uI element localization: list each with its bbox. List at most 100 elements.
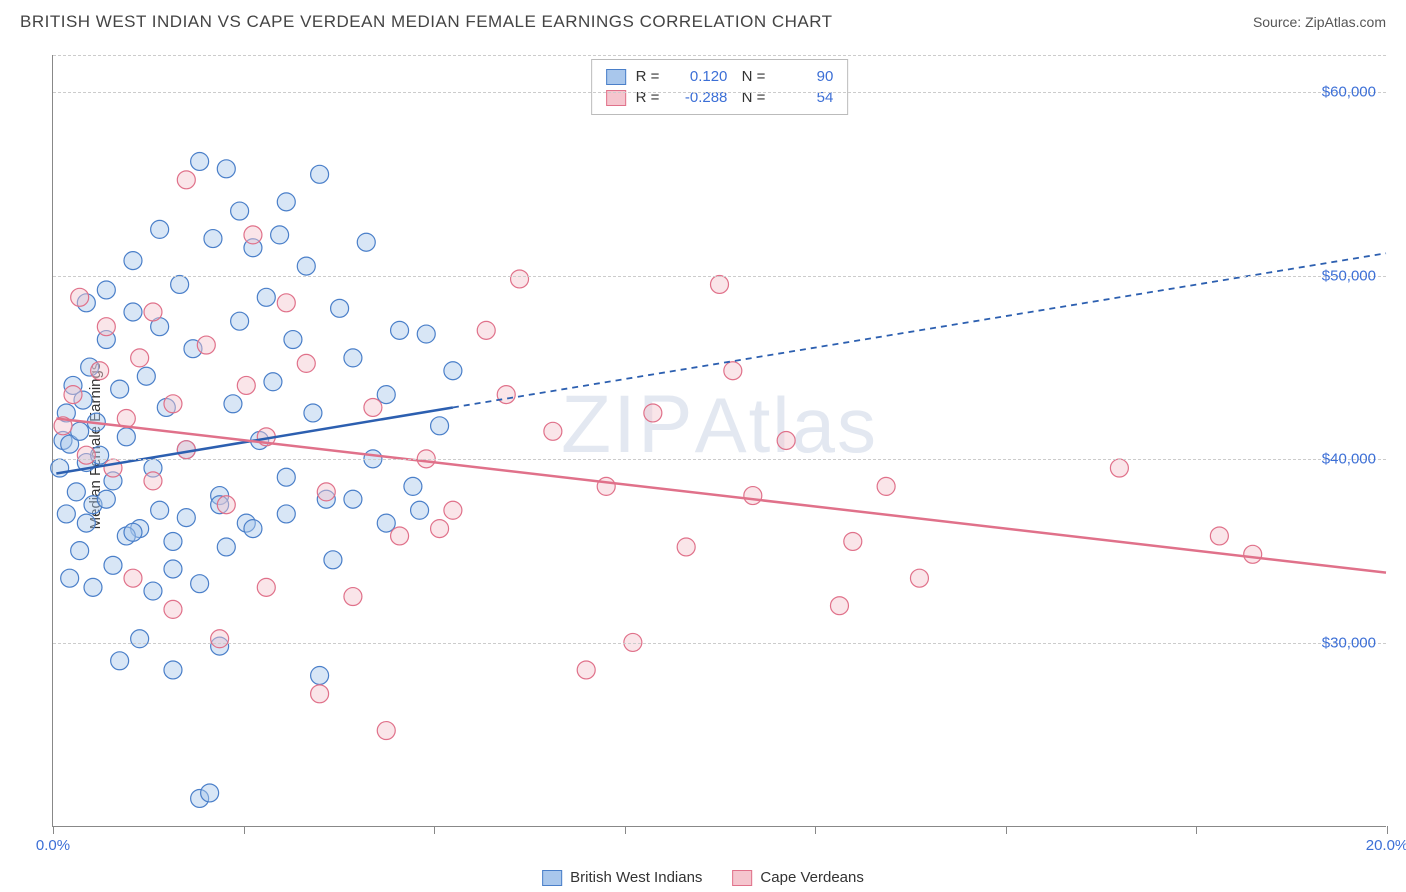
y-tick-label: $50,000 (1322, 267, 1376, 284)
x-tick (1006, 826, 1007, 834)
data-point (311, 666, 329, 684)
data-point (237, 376, 255, 394)
data-point (91, 362, 109, 380)
data-point (111, 652, 129, 670)
data-point (171, 275, 189, 293)
data-point (244, 520, 262, 538)
data-point (377, 386, 395, 404)
data-point (324, 551, 342, 569)
data-point (104, 556, 122, 574)
trend-line (56, 418, 1386, 572)
data-point (577, 661, 595, 679)
x-tick-label: 20.0% (1366, 837, 1406, 854)
data-point (97, 490, 115, 508)
data-point (311, 685, 329, 703)
data-point (277, 468, 295, 486)
data-point (404, 477, 422, 495)
data-point (177, 171, 195, 189)
data-point (284, 331, 302, 349)
data-point (231, 202, 249, 220)
legend-swatch (542, 870, 562, 886)
gridline (53, 459, 1386, 460)
data-point (511, 270, 529, 288)
data-point (777, 432, 795, 450)
data-point (830, 597, 848, 615)
data-point (431, 417, 449, 435)
data-point (124, 569, 142, 587)
data-point (411, 501, 429, 519)
x-tick (1387, 826, 1388, 834)
data-point (844, 532, 862, 550)
data-point (164, 532, 182, 550)
data-point (391, 527, 409, 545)
data-point (877, 477, 895, 495)
data-point (417, 325, 435, 343)
data-point (271, 226, 289, 244)
data-point (191, 575, 209, 593)
data-point (391, 321, 409, 339)
data-point (364, 398, 382, 416)
data-point (711, 275, 729, 293)
swatch-bwi (606, 69, 626, 85)
correlation-legend: R = 0.120 N = 90 R = -0.288 N = 54 (591, 59, 849, 115)
data-point (644, 404, 662, 422)
data-point (244, 226, 262, 244)
legend-label: Cape Verdeans (760, 869, 863, 886)
data-point (297, 354, 315, 372)
gridline (53, 276, 1386, 277)
data-point (597, 477, 615, 495)
data-point (257, 578, 275, 596)
data-point (744, 487, 762, 505)
legend-row-cv: R = -0.288 N = 54 (606, 87, 834, 108)
data-point (164, 600, 182, 618)
gridline (53, 643, 1386, 644)
data-point (317, 483, 335, 501)
data-point (144, 472, 162, 490)
data-point (1244, 545, 1262, 563)
data-point (277, 505, 295, 523)
data-point (124, 303, 142, 321)
y-tick-label: $30,000 (1322, 635, 1376, 652)
data-point (377, 722, 395, 740)
data-point (164, 560, 182, 578)
data-point (144, 303, 162, 321)
data-point (71, 542, 89, 560)
x-tick (815, 826, 816, 834)
data-point (311, 165, 329, 183)
data-point (71, 288, 89, 306)
gridline (53, 92, 1386, 93)
data-point (444, 362, 462, 380)
data-point (111, 380, 129, 398)
data-point (84, 578, 102, 596)
y-tick-label: $60,000 (1322, 83, 1376, 100)
data-point (211, 630, 229, 648)
data-point (304, 404, 322, 422)
x-tick (53, 826, 54, 834)
data-point (277, 193, 295, 211)
data-point (151, 501, 169, 519)
legend-swatch (732, 870, 752, 886)
data-point (131, 349, 149, 367)
legend-row-bwi: R = 0.120 N = 90 (606, 66, 834, 87)
data-point (497, 386, 515, 404)
data-point (164, 661, 182, 679)
data-point (477, 321, 495, 339)
data-point (431, 520, 449, 538)
data-point (77, 446, 95, 464)
x-tick (434, 826, 435, 834)
data-point (231, 312, 249, 330)
data-point (724, 362, 742, 380)
data-point (191, 152, 209, 170)
data-point (177, 509, 195, 527)
data-point (57, 505, 75, 523)
series-legend: British West IndiansCape Verdeans (542, 869, 864, 886)
data-point (344, 588, 362, 606)
y-tick-label: $40,000 (1322, 451, 1376, 468)
data-point (151, 220, 169, 238)
chart-title: BRITISH WEST INDIAN VS CAPE VERDEAN MEDI… (20, 12, 833, 32)
x-tick (1196, 826, 1197, 834)
data-point (677, 538, 695, 556)
data-point (97, 318, 115, 336)
x-tick-label: 0.0% (36, 837, 70, 854)
x-tick (625, 826, 626, 834)
